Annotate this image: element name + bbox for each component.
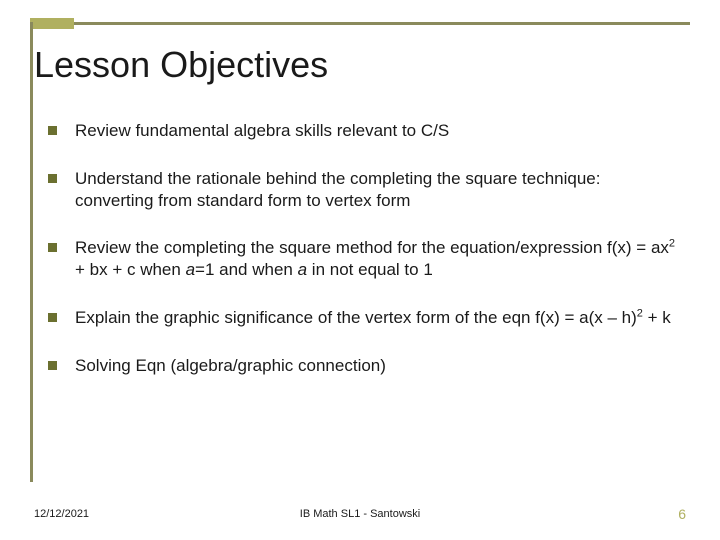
superscript: 2 — [669, 238, 675, 250]
bullet-icon — [48, 126, 57, 135]
bullet-text: Review fundamental algebra skills releva… — [75, 120, 449, 142]
italic-text: a — [298, 260, 307, 279]
text-run: in not equal to 1 — [307, 260, 433, 279]
list-item: Review the completing the square method … — [48, 237, 680, 281]
italic-text: a — [186, 260, 195, 279]
list-item: Understand the rationale behind the comp… — [48, 168, 680, 212]
bullet-icon — [48, 361, 57, 370]
bullet-icon — [48, 243, 57, 252]
list-item: Solving Eqn (algebra/graphic connection) — [48, 355, 680, 377]
list-item: Review fundamental algebra skills releva… — [48, 120, 680, 142]
text-run: + k — [643, 308, 671, 327]
footer-page-number: 6 — [678, 506, 686, 522]
left-border-line — [30, 22, 33, 482]
slide-title: Lesson Objectives — [34, 44, 328, 86]
list-item: Explain the graphic significance of the … — [48, 307, 680, 329]
slide-footer: 12/12/2021 IB Math SL1 - Santowski 6 — [0, 506, 720, 522]
accent-block — [30, 18, 74, 29]
text-run: + bx + c when — [75, 260, 186, 279]
top-border-line — [30, 22, 690, 25]
bullet-icon — [48, 174, 57, 183]
bullet-text: Explain the graphic significance of the … — [75, 307, 671, 329]
text-run: Review the completing the square method … — [75, 238, 669, 257]
bullet-text: Review the completing the square method … — [75, 237, 680, 281]
footer-center: IB Math SL1 - Santowski — [300, 508, 420, 520]
footer-date: 12/12/2021 — [34, 508, 89, 520]
bullet-text: Understand the rationale behind the comp… — [75, 168, 680, 212]
bullet-icon — [48, 313, 57, 322]
bullet-text: Solving Eqn (algebra/graphic connection) — [75, 355, 386, 377]
text-run: =1 and when — [195, 260, 298, 279]
text-run: Explain the graphic significance of the … — [75, 308, 637, 327]
bullet-list: Review fundamental algebra skills releva… — [48, 120, 680, 402]
